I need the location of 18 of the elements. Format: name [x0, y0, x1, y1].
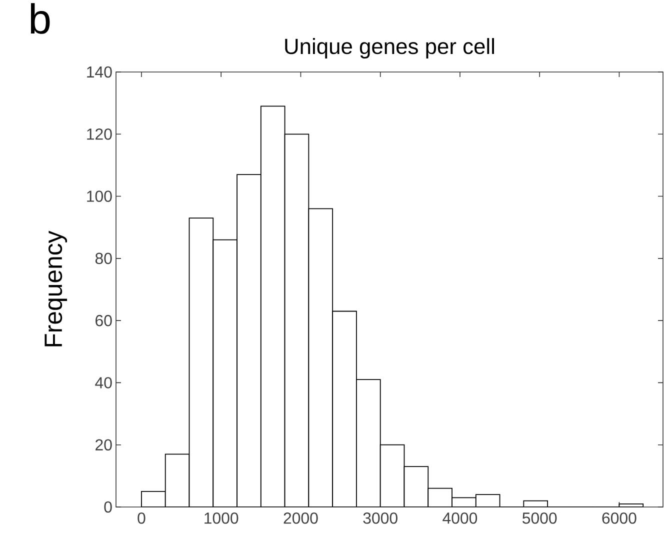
- y-axis-title: Frequency: [44, 230, 68, 346]
- x-tick-label: 4000: [442, 512, 478, 524]
- text: b: [30, 3, 50, 34]
- x-tick-label: 2000: [284, 512, 318, 524]
- y-tick-label: 40: [95, 377, 112, 388]
- y-tick-label: 80: [95, 252, 112, 264]
- x-tick-label: 5000: [522, 512, 557, 524]
- y-tick-label: 0: [104, 501, 112, 513]
- y-tick-label: 140: [87, 66, 112, 78]
- x-tick-label: 1000: [204, 512, 238, 524]
- chart-title: Unique genes per cell: [285, 38, 494, 58]
- y-tick-label: 120: [87, 128, 112, 140]
- x-tick-label: 3000: [363, 512, 398, 524]
- y-tick-label: 60: [96, 314, 112, 326]
- x-tick-label: 0: [138, 512, 146, 524]
- y-tick-label: 20: [96, 439, 112, 450]
- x-tick-label: 6000: [602, 512, 636, 524]
- y-tick-label: 100: [87, 190, 112, 202]
